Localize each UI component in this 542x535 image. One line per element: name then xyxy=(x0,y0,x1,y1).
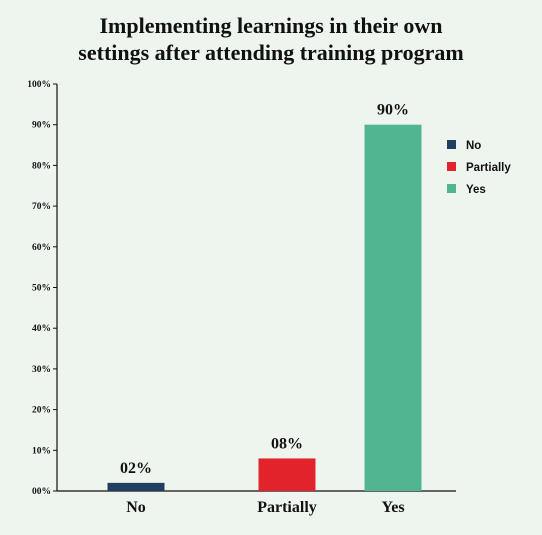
y-tick-label: 80% xyxy=(32,161,51,171)
legend-label-partially: Partially xyxy=(466,162,511,174)
x-tick-label-partially: Partially xyxy=(257,499,317,516)
bar-partially xyxy=(258,458,316,491)
y-tick-label: 100% xyxy=(27,80,51,90)
legend-swatch-no xyxy=(447,140,456,149)
data-label-partially: 08% xyxy=(271,435,303,452)
y-tick-label: 00% xyxy=(32,487,51,497)
x-tick-label-no: No xyxy=(126,499,146,516)
x-tick-label-yes: Yes xyxy=(381,499,404,516)
y-tick-label: 10% xyxy=(32,446,51,456)
data-label-yes: 90% xyxy=(377,102,409,119)
y-tick-label: 50% xyxy=(32,284,51,294)
y-tick-label: 90% xyxy=(32,121,51,131)
chart-title-line-1: Implementing learnings in their own xyxy=(99,13,442,38)
legend-swatch-partially xyxy=(447,162,456,171)
y-tick-label: 40% xyxy=(32,324,51,334)
bar-no xyxy=(107,482,165,491)
bar-yes xyxy=(364,124,422,491)
legend-swatch-yes xyxy=(447,184,456,193)
chart-title-line-2: settings after attending training progra… xyxy=(78,40,463,65)
y-tick-label: 30% xyxy=(32,365,51,375)
legend: No Partially Yes xyxy=(447,140,511,196)
legend-label-no: No xyxy=(466,140,481,152)
data-label-no: 02% xyxy=(120,460,152,477)
y-tick-label: 20% xyxy=(32,406,51,416)
data-labels: 02% No 08% Partially 90% Yes xyxy=(120,102,409,516)
y-tick-label: 60% xyxy=(32,243,51,253)
y-tick-label: 70% xyxy=(32,202,51,212)
bars xyxy=(107,124,422,491)
legend-label-yes: Yes xyxy=(466,184,486,196)
